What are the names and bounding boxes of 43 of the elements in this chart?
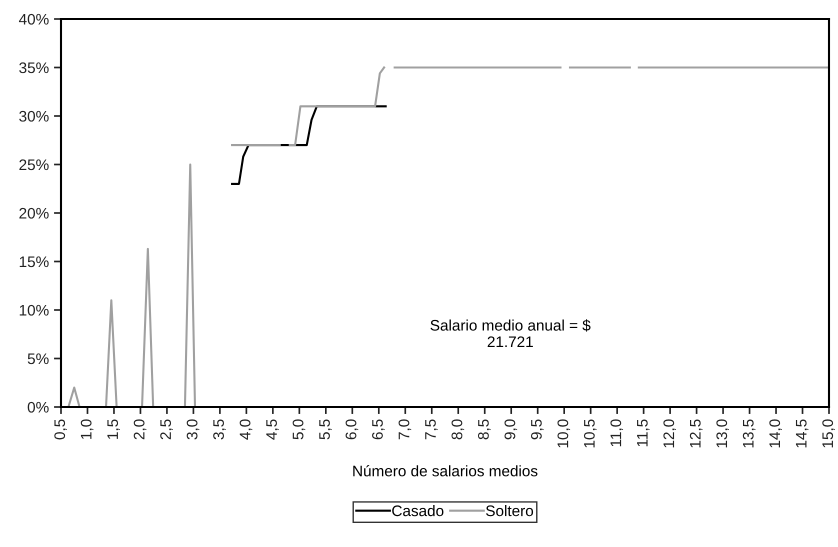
x-tick-label: 2,5 <box>160 419 173 440</box>
x-tick-label: 5,5 <box>319 419 332 440</box>
x-tick-label: 5,0 <box>292 419 306 440</box>
x-tick-label: 3,0 <box>186 419 200 440</box>
x-tick-label: 8,0 <box>452 419 464 440</box>
x-tick-label: 11,0 <box>610 419 624 446</box>
y-tick-label: 40% <box>18 14 49 25</box>
x-tick-label: 7,0 <box>398 419 412 440</box>
y-tick-label: 0% <box>28 402 49 413</box>
x-tick-label: 8,5 <box>478 419 491 440</box>
annotation: Salario medio anual = $ 21.721 <box>430 319 591 348</box>
x-tick-label: 15,0 <box>822 419 835 448</box>
x-tick-label: 11,5 <box>637 419 650 446</box>
y-tick-label: 10% <box>20 304 49 316</box>
y-tick-label: 30% <box>19 110 49 122</box>
x-tick-label: 7,5 <box>425 419 438 440</box>
x-tick-label: 6,5 <box>372 419 385 440</box>
x-tick-label: 14,0 <box>769 419 782 448</box>
x-tick-label: 4,0 <box>240 419 252 440</box>
x-tick-label: 12,5 <box>690 419 702 448</box>
legend-label: Soltero <box>486 504 534 516</box>
x-tick-label: 14,5 <box>796 419 808 448</box>
x-tick-label: 4,5 <box>266 419 279 440</box>
x-axis-title: Número de salarios medios <box>353 465 538 476</box>
x-tick-label: 3,5 <box>213 419 226 440</box>
x-tick-label: 1,5 <box>107 419 120 439</box>
x-tick-label: 13,0 <box>716 419 729 448</box>
x-tick-label: 13,5 <box>742 419 756 448</box>
legend-label: Casado <box>392 504 444 516</box>
y-tick-label: 25% <box>19 159 49 170</box>
y-tick-label: 35% <box>19 62 49 74</box>
x-tick-label: 10,5 <box>584 419 597 448</box>
x-tick-label: 0,5 <box>54 419 67 440</box>
y-tick-label: 20% <box>19 208 49 219</box>
x-tick-label: 6,0 <box>346 419 358 440</box>
x-tick-label: 9,0 <box>504 419 518 440</box>
y-tick-label: 15% <box>20 256 49 268</box>
x-tick-label: 2,0 <box>134 419 146 440</box>
y-tick-label: 5% <box>28 353 49 364</box>
x-tick-label: 9,5 <box>530 419 544 440</box>
x-tick-label: 1,0 <box>80 419 94 439</box>
x-tick-label: 10,0 <box>557 419 570 448</box>
x-tick-label: 12,0 <box>663 419 676 448</box>
